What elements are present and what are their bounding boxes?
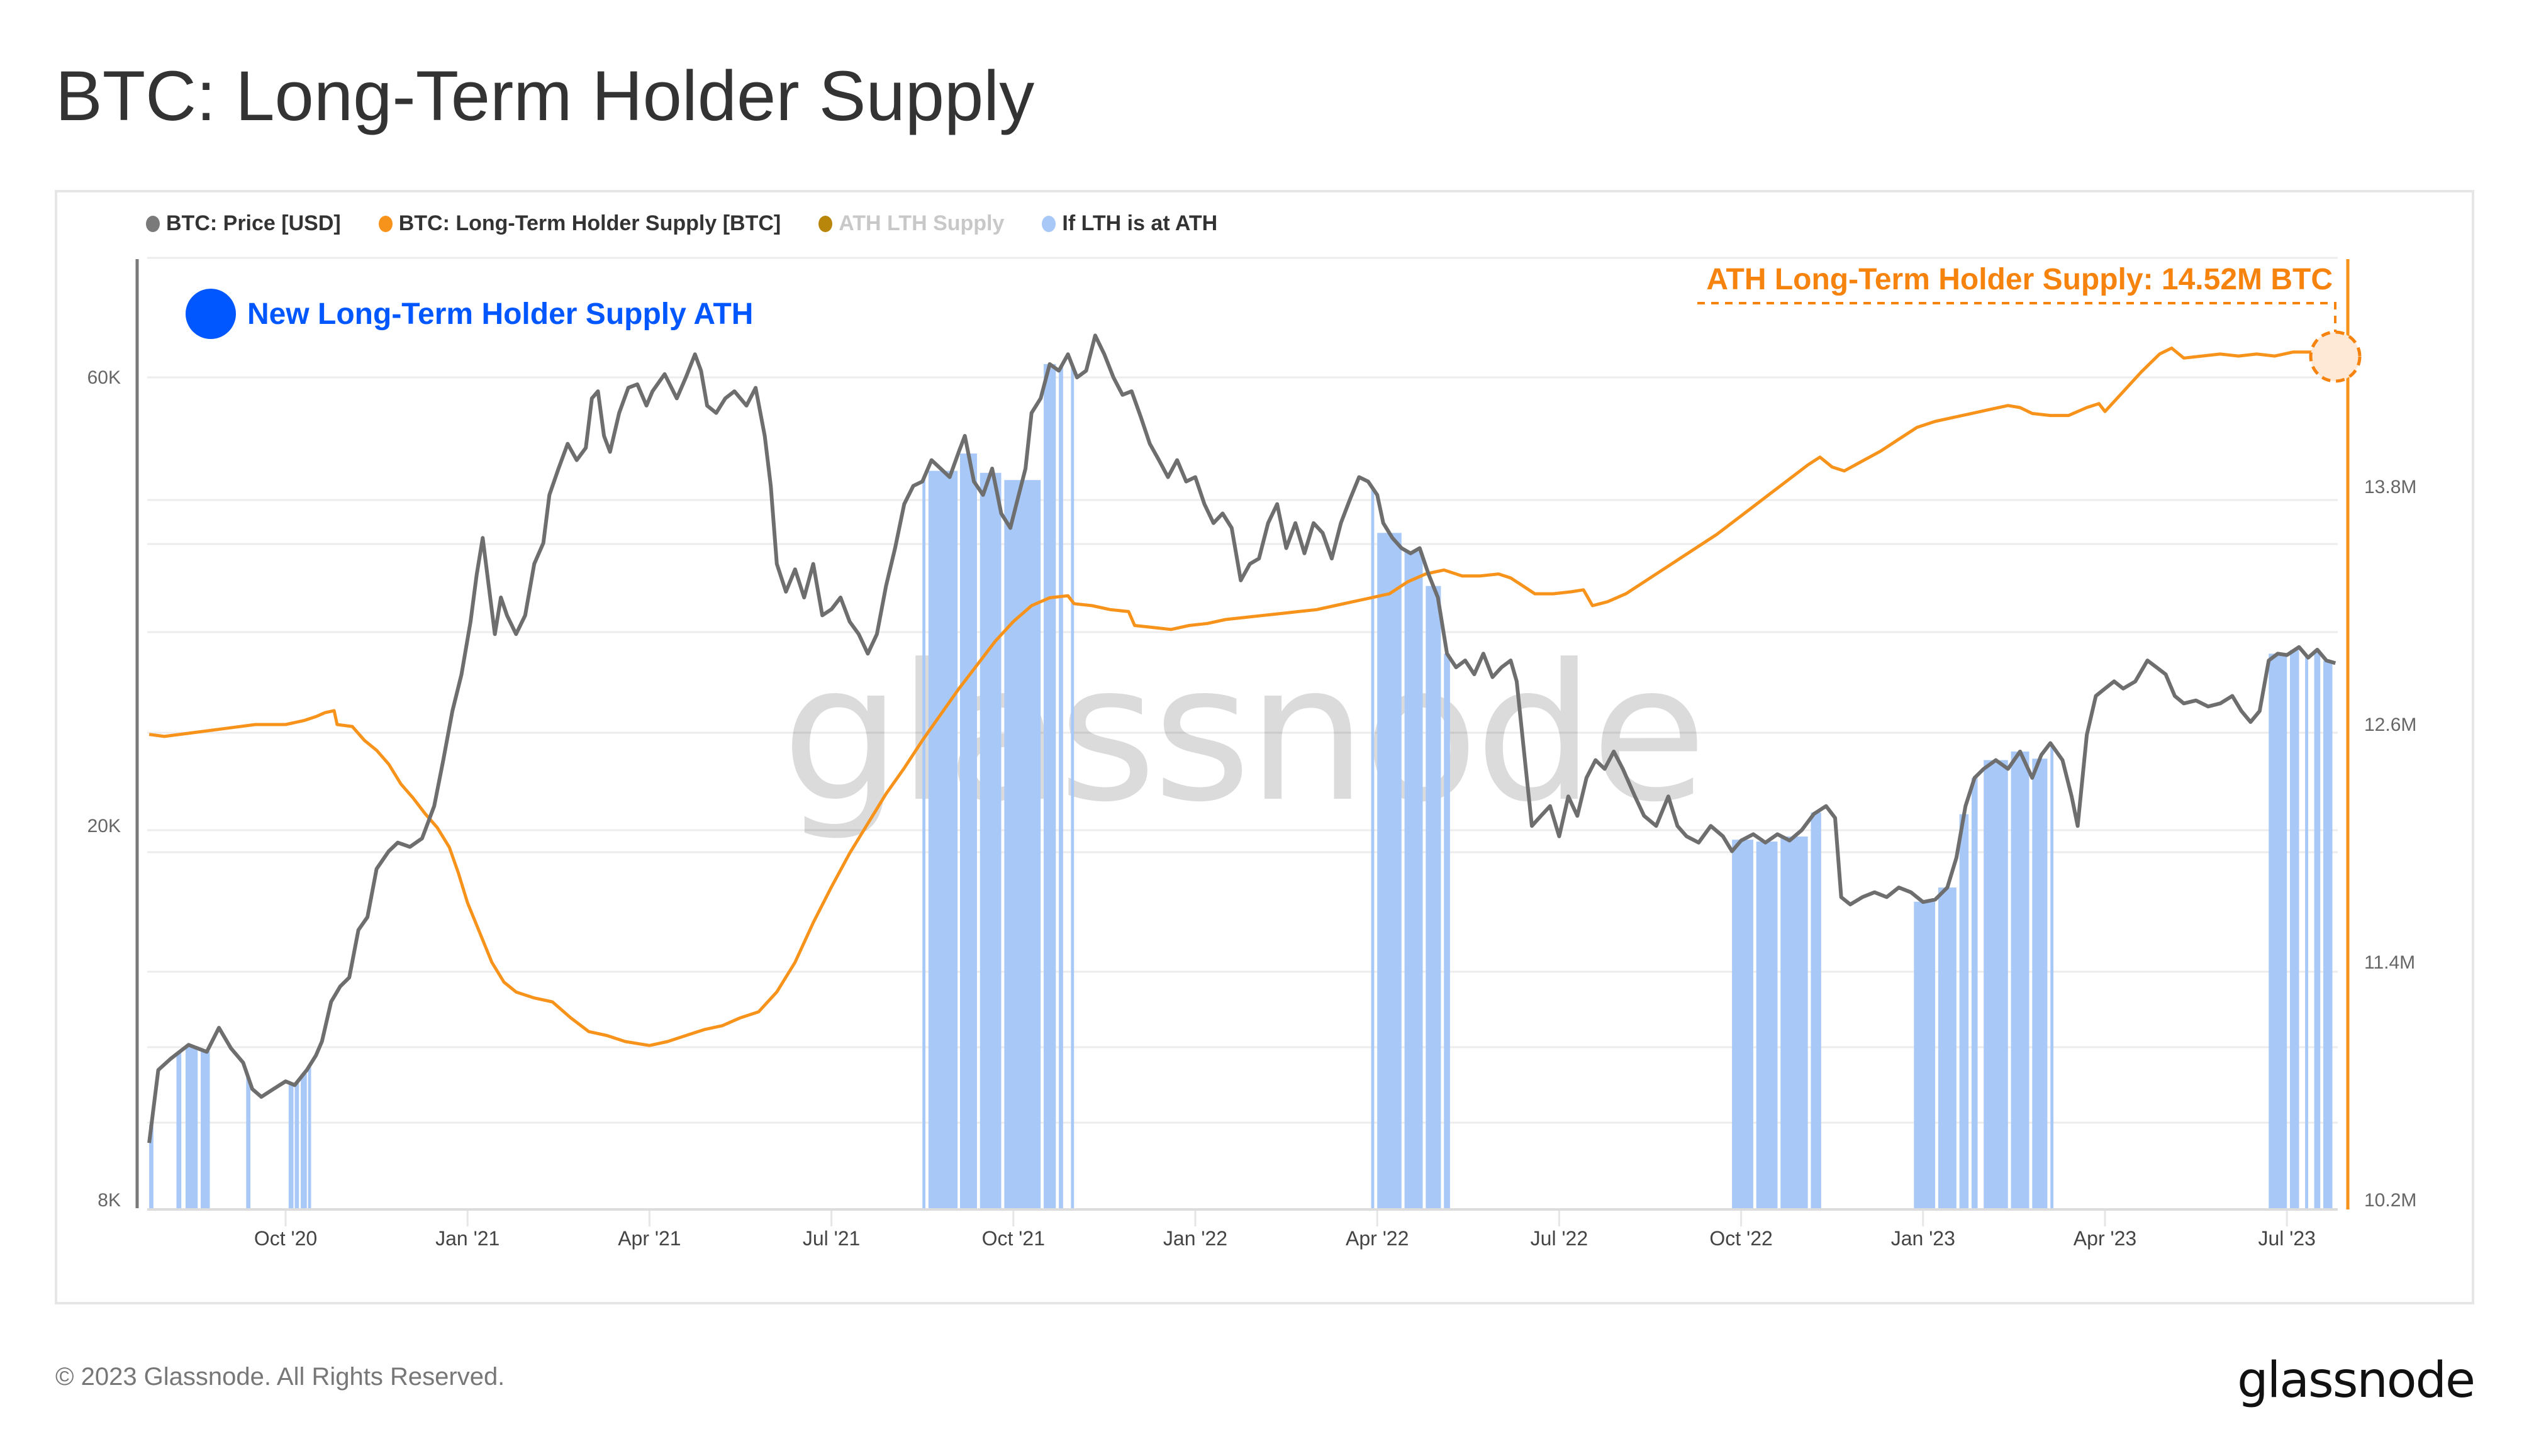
legend-dot-icon	[1042, 215, 1056, 232]
legend-label: BTC: Price [USD]	[166, 211, 341, 235]
svg-text:20K: 20K	[87, 816, 121, 836]
svg-text:Jul '21: Jul '21	[803, 1227, 861, 1250]
legend-label: BTC: Long-Term Holder Supply [BTC]	[398, 211, 781, 235]
svg-text:11.4M: 11.4M	[2364, 952, 2415, 973]
svg-text:Apr '22: Apr '22	[1346, 1227, 1409, 1250]
legend-dot-icon	[146, 215, 160, 232]
svg-text:Jan '22: Jan '22	[1163, 1227, 1227, 1250]
legend-item-lth-supply[interactable]: BTC: Long-Term Holder Supply [BTC]	[378, 211, 781, 236]
svg-text:Oct '22: Oct '22	[1709, 1227, 1772, 1250]
legend-dot-icon	[818, 215, 833, 232]
price-line	[147, 333, 2336, 1143]
chart-legend: BTC: Price [USD] BTC: Long-Term Holder S…	[146, 211, 1217, 236]
copyright-text: © 2023 Glassnode. All Rights Reserved.	[55, 1363, 505, 1391]
svg-text:Jan '23: Jan '23	[1891, 1227, 1955, 1250]
legend-dot-icon	[378, 215, 393, 232]
legend-item-ath-lth-supply[interactable]: ATH LTH Supply	[818, 211, 1004, 236]
legend-item-price[interactable]: BTC: Price [USD]	[146, 211, 341, 236]
legend-item-if-lth-at-ath[interactable]: If LTH is at ATH	[1042, 211, 1217, 236]
svg-text:Jul '22: Jul '22	[1531, 1227, 1588, 1250]
svg-text:8K: 8K	[98, 1190, 121, 1211]
page-title: BTC: Long-Term Holder Supply	[55, 57, 1035, 135]
blue-dot-icon	[186, 289, 236, 339]
lth-supply-line	[148, 342, 2336, 1047]
ath-leader-dashed-line	[1697, 302, 2336, 332]
ath-bars	[149, 364, 2333, 1210]
gridlines	[147, 257, 2338, 1124]
chart-card	[55, 190, 2474, 1304]
svg-text:Apr '23: Apr '23	[2074, 1227, 2136, 1250]
new-ath-annotation: New Long-Term Holder Supply ATH	[186, 289, 753, 339]
svg-text:Jan '21: Jan '21	[435, 1227, 500, 1250]
svg-text:13.8M: 13.8M	[2364, 477, 2416, 497]
svg-text:Oct '21: Oct '21	[982, 1227, 1045, 1250]
new-ath-label: New Long-Term Holder Supply ATH	[247, 297, 754, 331]
svg-text:60K: 60K	[87, 367, 121, 388]
svg-text:12.6M: 12.6M	[2364, 714, 2416, 735]
ath-marker-circle	[2309, 330, 2362, 383]
right-axis-labels: 13.8M 12.6M 11.4M 10.2M	[2364, 477, 2416, 1211]
ath-supply-annotation: ATH Long-Term Holder Supply: 14.52M BTC	[1706, 263, 2333, 296]
x-axis-labels: Oct '20 Jan '21 Apr '21 Jul '21 Oct '21 Jan '…	[254, 1211, 2316, 1250]
svg-text:10.2M: 10.2M	[2364, 1190, 2416, 1211]
legend-label: If LTH is at ATH	[1062, 211, 1218, 235]
svg-text:Apr '21: Apr '21	[618, 1227, 681, 1250]
legend-label: ATH LTH Supply	[839, 211, 1005, 235]
glassnode-logo: glassnode	[2237, 1352, 2476, 1409]
svg-text:Jul '23: Jul '23	[2258, 1227, 2316, 1250]
svg-text:Oct '20: Oct '20	[254, 1227, 317, 1250]
left-axis-labels: 60K 20K 8K	[87, 367, 121, 1211]
